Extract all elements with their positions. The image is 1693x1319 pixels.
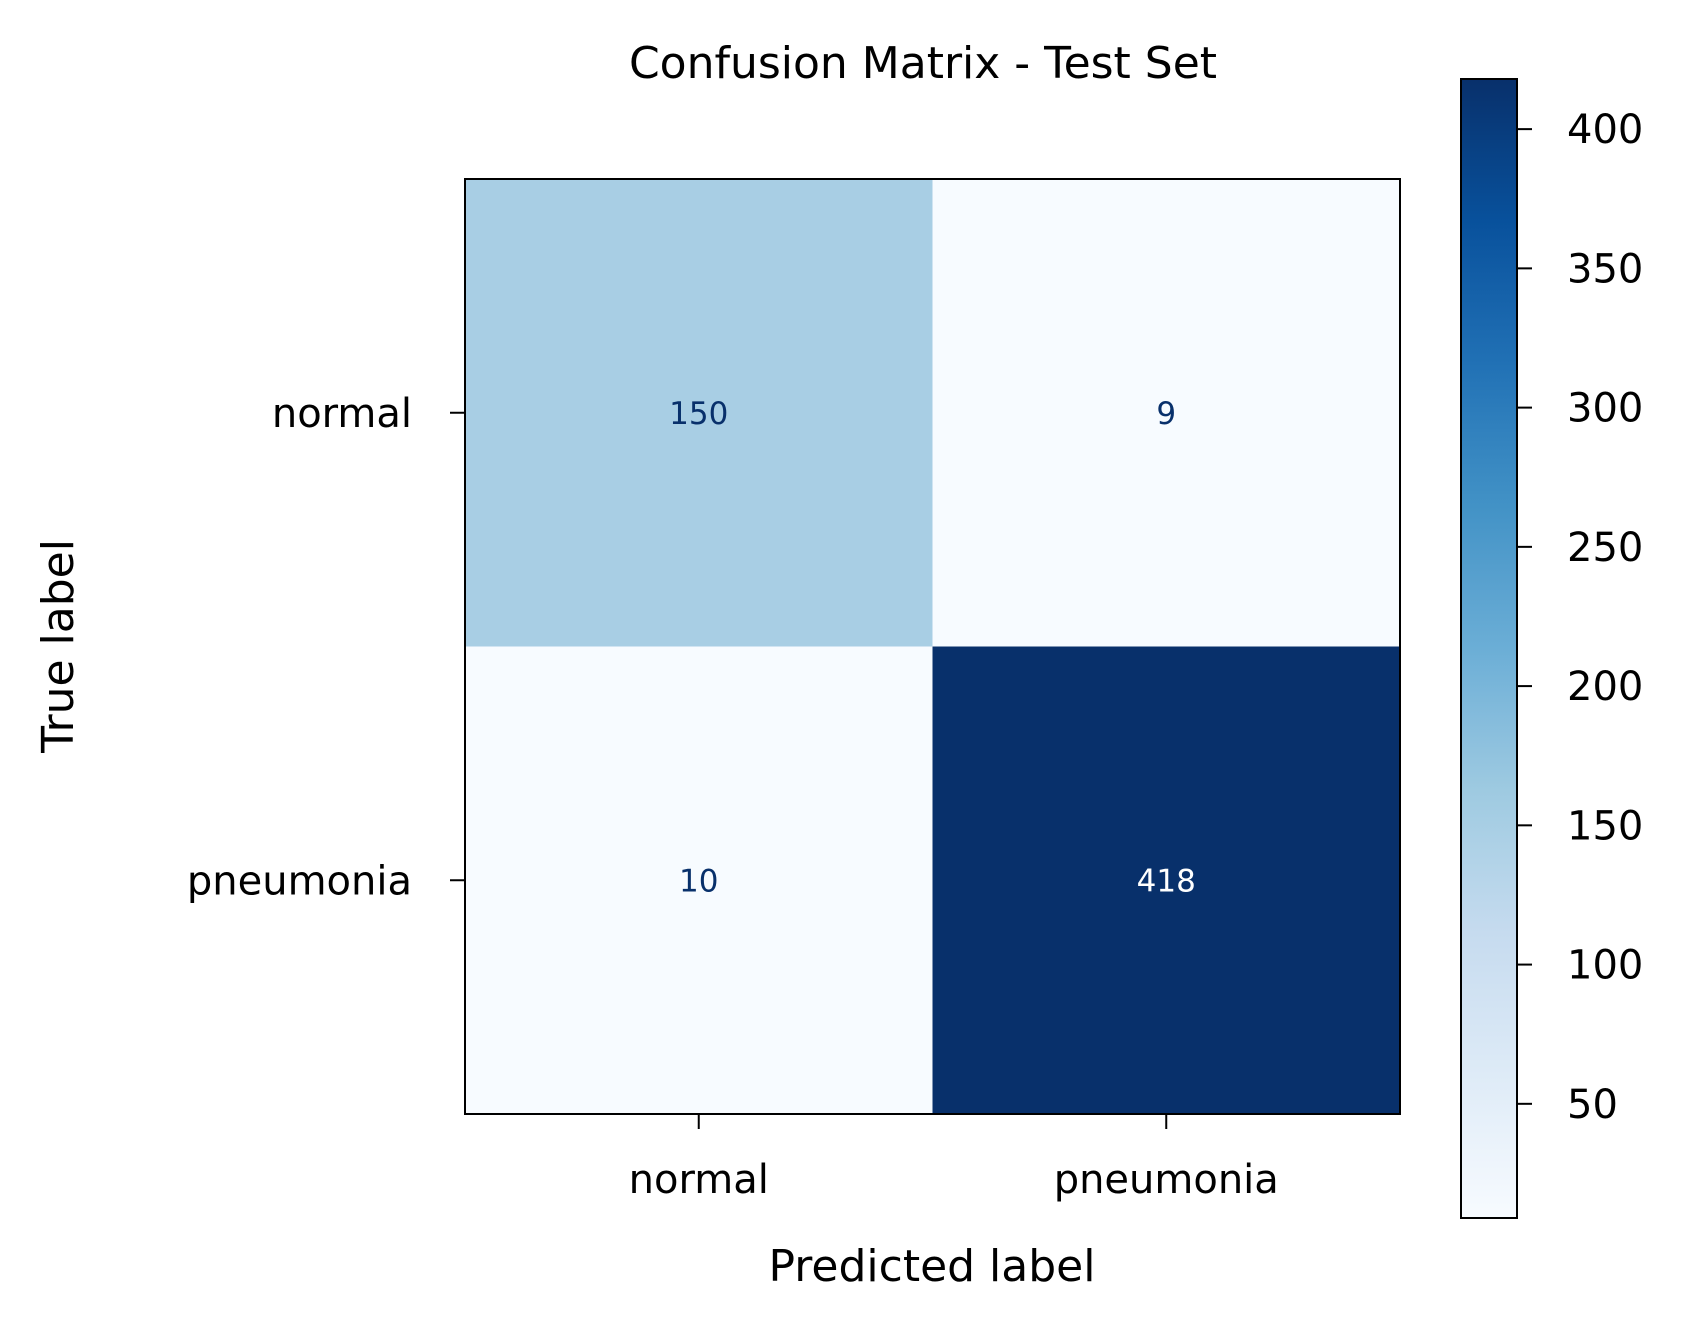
cell-value-label: 9 xyxy=(1156,396,1176,432)
colorbar-tick-label: 300 xyxy=(1567,386,1643,432)
plot-frame xyxy=(464,178,1401,1115)
colorbar-tick-label: 150 xyxy=(1567,803,1643,849)
y-tick-label: normal xyxy=(272,391,412,437)
heatmap-cell-r1-c1 xyxy=(932,646,1401,1115)
heatmap-cells xyxy=(465,179,1401,1115)
colorbar-tick-label: 250 xyxy=(1567,525,1643,571)
cell-value-label: 10 xyxy=(679,863,718,899)
heatmap-cell-r0-c1 xyxy=(932,179,1401,647)
cell-value-label: 418 xyxy=(1137,863,1196,899)
chart-title: Confusion Matrix - Test Set xyxy=(629,38,1217,89)
y-axis-ticks: normal pneumonia xyxy=(187,391,465,904)
colorbar-tick-label: 50 xyxy=(1567,1082,1618,1128)
colorbar-ticks: 50 100 150 200 250 300 350 400 xyxy=(1517,107,1643,1128)
cell-value-label: 150 xyxy=(669,396,728,432)
colorbar-tick-label: 200 xyxy=(1567,664,1643,710)
colorbar-tick-label: 100 xyxy=(1567,943,1643,989)
x-tick-label: normal xyxy=(629,1157,769,1203)
colorbar-tick-label: 400 xyxy=(1567,107,1643,153)
x-axis-ticks: normal pneumonia xyxy=(629,1114,1279,1203)
x-axis-label: Predicted label xyxy=(769,1241,1096,1292)
x-tick-label: pneumonia xyxy=(1054,1157,1279,1203)
heatmap-cell-r1-c0 xyxy=(465,646,933,1115)
colorbar xyxy=(1460,78,1518,1219)
y-tick-label: pneumonia xyxy=(187,858,412,904)
heatmap-cell-r0-c0 xyxy=(465,179,933,647)
colorbar-tick-label: 350 xyxy=(1567,246,1643,292)
cell-value-labels: 150 9 10 418 xyxy=(669,396,1196,900)
y-axis-label: True label xyxy=(33,539,84,754)
